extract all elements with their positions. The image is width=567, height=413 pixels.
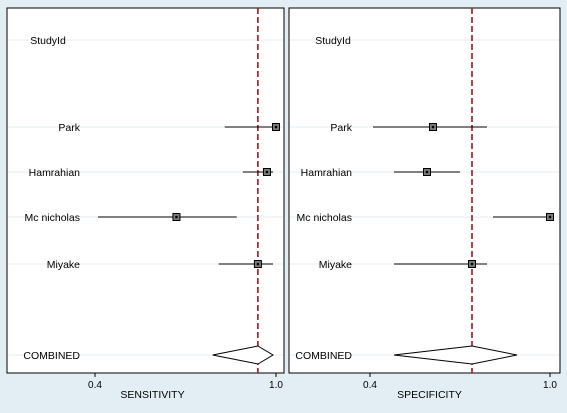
point-estimate-dot: [548, 215, 552, 219]
study-label: Mc nicholas: [297, 212, 352, 224]
point-estimate-dot: [470, 262, 474, 266]
point-estimate-dot: [274, 125, 278, 129]
point-estimate-dot: [256, 262, 260, 266]
x-axis-label: SENSITIVITY: [120, 389, 184, 401]
x-tick-label: 1.0: [543, 380, 557, 391]
study-label: Hamrahian: [29, 167, 81, 179]
x-tick-label: 0.4: [88, 380, 102, 391]
combined-label: COMBINED: [295, 350, 352, 362]
study-label: Mc nicholas: [25, 212, 80, 224]
sensitivity-panel: StudyId Park Hamrahian Mc nicholas Miyake COM…: [6, 7, 285, 401]
point-estimate-dot: [265, 170, 269, 174]
x-axis-label: SPECIFICITY: [397, 389, 462, 401]
plot-area: [288, 7, 561, 374]
study-label: Park: [330, 122, 352, 134]
point-estimate-dot: [425, 170, 429, 174]
combined-estimate-diamond: [393, 345, 518, 365]
study-label: Miyake: [47, 259, 80, 271]
plot-area: [6, 7, 285, 374]
study-label: Hamrahian: [301, 167, 353, 179]
combined-label: COMBINED: [23, 350, 80, 362]
point-estimate-dot: [175, 215, 178, 219]
combined-estimate-diamond: [212, 345, 274, 365]
point-estimate-dot: [431, 125, 435, 129]
x-tick-label: 1.0: [269, 380, 283, 391]
study-label: Miyake: [319, 259, 352, 271]
specificity-panel: StudyId Park Hamrahian Mc nicholas Miyake COM…: [288, 7, 561, 401]
header-label: StudyId: [30, 35, 66, 47]
header-label: StudyId: [315, 35, 351, 47]
study-label: Park: [58, 122, 80, 134]
x-tick-label: 0.4: [363, 380, 377, 391]
